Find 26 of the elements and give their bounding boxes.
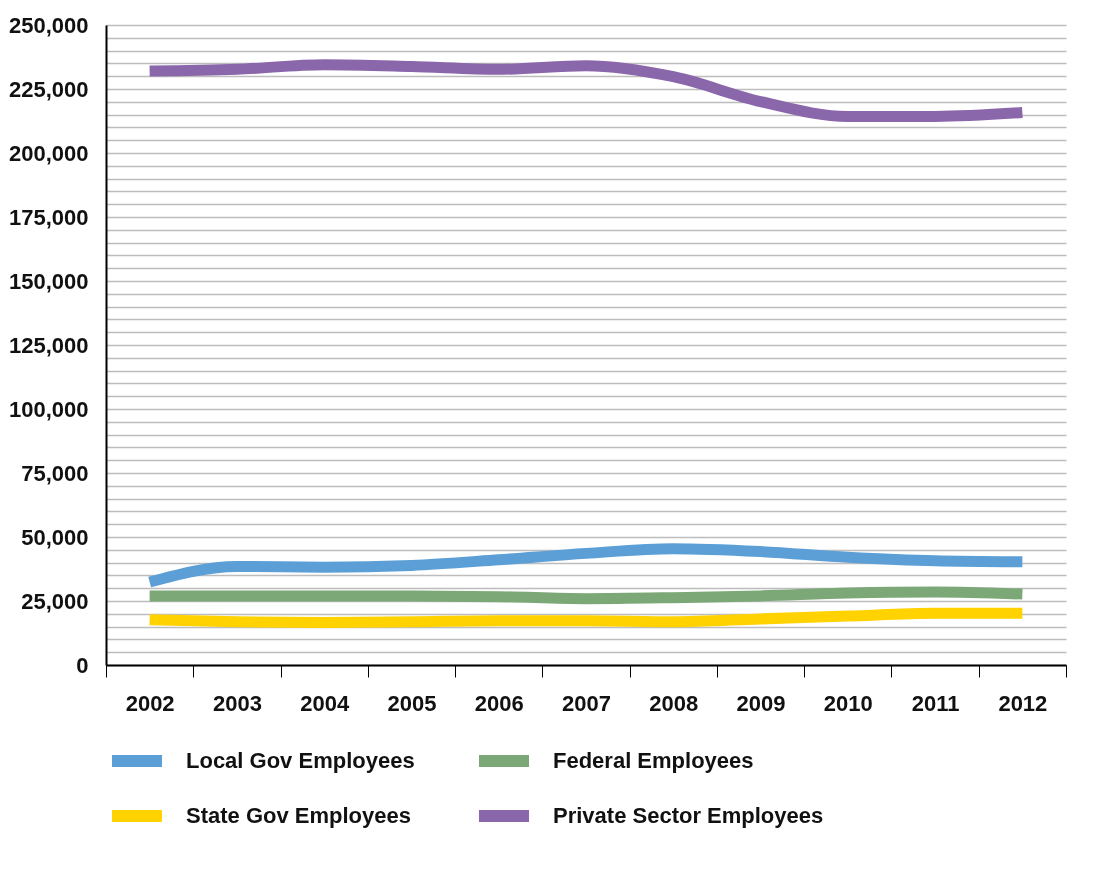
y-tick-label: 150,000 [8, 268, 89, 294]
y-tick-label: 200,000 [8, 140, 89, 166]
x-tick-label: 2005 [387, 690, 437, 716]
y-tick-label: 50,000 [21, 524, 89, 550]
x-tick-label: 2010 [823, 690, 873, 716]
x-tick-label: 2008 [649, 690, 699, 716]
x-tick-label: 2007 [562, 690, 611, 716]
legend-label: Local Gov Employees [186, 748, 415, 773]
legend-label: State Gov Employees [186, 803, 411, 828]
y-tick-label: 75,000 [21, 460, 89, 486]
y-tick-label: 100,000 [8, 396, 89, 422]
y-tick-label: 0 [76, 652, 89, 678]
y-tick-label: 250,000 [8, 12, 89, 38]
x-tick-label: 2009 [736, 690, 786, 716]
x-tick-label: 2011 [911, 690, 960, 716]
x-tick-label: 2003 [212, 690, 262, 716]
y-tick-label: 125,000 [8, 332, 89, 358]
x-tick-label: 2002 [125, 690, 175, 716]
legend-label: Federal Employees [553, 748, 754, 773]
x-tick-label: 2004 [300, 690, 350, 716]
y-tick-label: 225,000 [8, 76, 89, 102]
x-tick-label: 2012 [998, 690, 1048, 716]
x-tick-label: 2006 [474, 690, 524, 716]
y-tick-label: 25,000 [21, 588, 89, 614]
y-tick-label: 175,000 [8, 204, 89, 230]
legend-label: Private Sector Employees [553, 803, 824, 828]
